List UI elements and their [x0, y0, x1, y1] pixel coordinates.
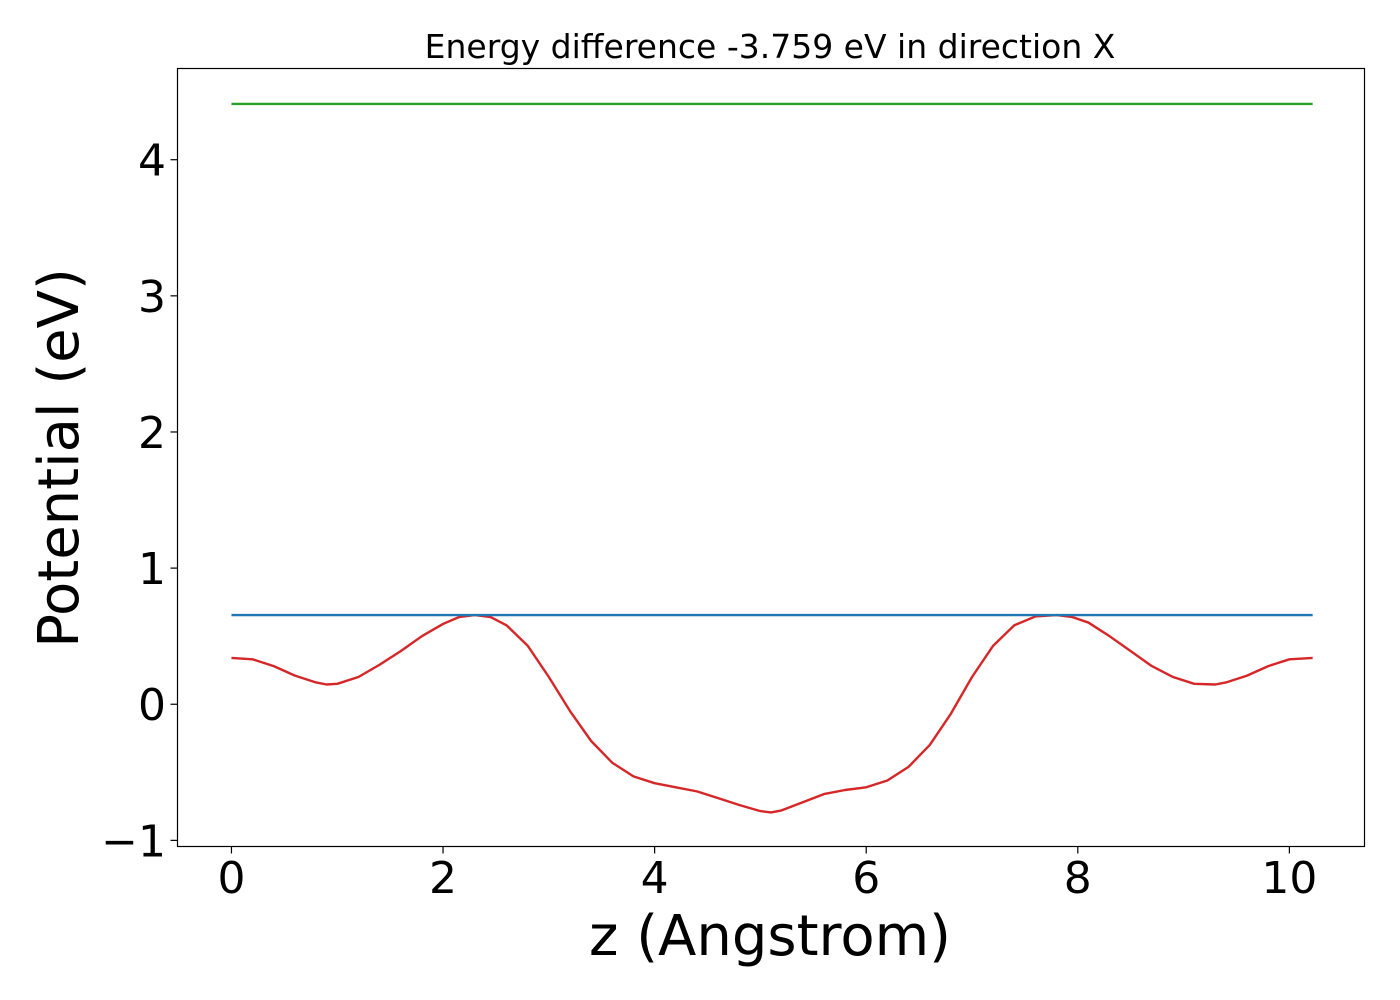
- y-axis-ticks: −1 0 1 2 3 4: [101, 136, 178, 867]
- y-axis-label: Potential (eV): [27, 268, 92, 648]
- x-tick-label: 2: [429, 853, 457, 904]
- x-tick-label: 10: [1261, 853, 1317, 904]
- x-axis-ticks: 0 2 4 6 8 10: [217, 846, 1317, 904]
- x-axis-label: z (Angstrom): [589, 904, 951, 969]
- y-tick-label: 0: [138, 680, 166, 731]
- series-line-0: [231, 613, 1313, 814]
- y-tick-label: −1: [101, 816, 166, 867]
- y-tick-label: 1: [138, 544, 166, 595]
- y-tick-label: 3: [138, 272, 166, 323]
- x-tick-label: 8: [1064, 853, 1092, 904]
- y-tick-label: 2: [138, 408, 166, 459]
- chart-title: Energy difference -3.759 eV in direction…: [425, 27, 1116, 66]
- plot-area: [231, 102, 1313, 814]
- y-tick-label: 4: [138, 136, 166, 187]
- x-tick-label: 6: [852, 853, 880, 904]
- plot-frame: [176, 67, 1366, 848]
- x-tick-label: 4: [641, 853, 669, 904]
- x-tick-label: 0: [217, 853, 245, 904]
